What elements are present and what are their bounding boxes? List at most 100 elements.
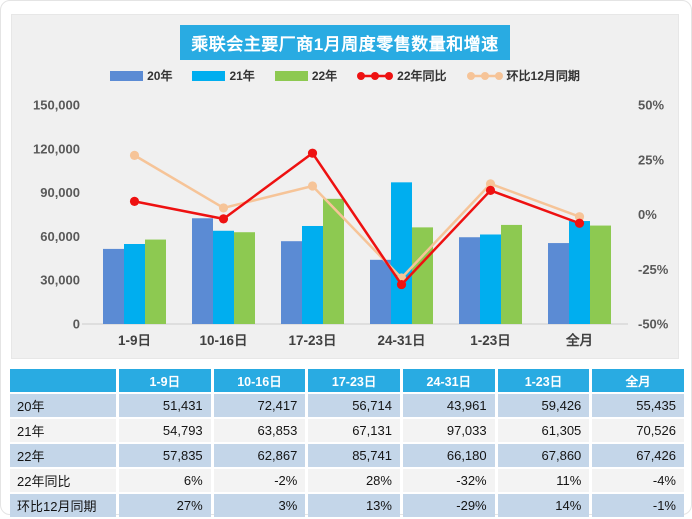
table-cell: 85,741 bbox=[308, 444, 400, 467]
point-22年同比 bbox=[218, 214, 229, 224]
table-header-cell: 1-9日 bbox=[119, 369, 211, 392]
bar-20年 bbox=[192, 218, 213, 324]
point-22年同比 bbox=[574, 218, 585, 228]
table-cell: 56,714 bbox=[308, 394, 400, 417]
bar-22年 bbox=[590, 225, 611, 324]
left-axis-tick: 90,000 bbox=[40, 185, 80, 200]
chart-panel: 150,000 120,000 90,000 60,000 30,000 0 50% 25% 0… bbox=[11, 14, 679, 359]
right-axis-tick: -25% bbox=[638, 262, 669, 277]
table-cell: 6% bbox=[119, 469, 211, 492]
table-cell: 57,835 bbox=[119, 444, 211, 467]
legend-bar-swatch-icon bbox=[192, 70, 226, 81]
left-axis-tick: 0 bbox=[73, 317, 80, 332]
table-cell: 3% bbox=[213, 494, 306, 517]
table-header-cell: 全月 bbox=[592, 369, 684, 392]
point-22年同比 bbox=[307, 148, 318, 158]
table-row: 环比12月同期 27% 3% 13% -29% 14% -1% bbox=[10, 494, 684, 517]
table-row-label: 环比12月同期 bbox=[10, 494, 116, 517]
bar-21年 bbox=[124, 244, 145, 324]
table-cell: -32% bbox=[402, 469, 495, 492]
legend-line-swatch-icon bbox=[357, 71, 394, 80]
point-环比12月同期 bbox=[218, 203, 229, 213]
table-cell: 72,417 bbox=[213, 394, 306, 417]
x-axis-category-label: 17-23日 bbox=[288, 333, 336, 348]
table-cell: 67,426 bbox=[592, 444, 684, 467]
table-cell: 63,853 bbox=[213, 419, 306, 442]
table-header-cell bbox=[10, 369, 116, 392]
chart-title: 乘联会主要厂商1月周度零售数量和增速 bbox=[12, 25, 678, 60]
table-cell: 70,526 bbox=[592, 419, 684, 442]
x-axis-category-label: 1-9日 bbox=[118, 333, 151, 348]
table-row: 22年 57,835 62,867 85,741 66,180 67,860 67,426 bbox=[10, 444, 684, 467]
bar-21年 bbox=[480, 234, 501, 324]
table-header-cell: 10-16日 bbox=[213, 369, 306, 392]
legend-label: 环比12月同期 bbox=[506, 69, 580, 83]
table-header-row: 1-9日 10-16日 17-23日 24-31日 1-23日 全月 bbox=[10, 369, 684, 392]
bar-20年 bbox=[103, 248, 124, 324]
table-row-label: 22年同比 bbox=[10, 469, 116, 492]
point-22年同比 bbox=[129, 196, 140, 206]
point-22年同比 bbox=[485, 185, 496, 196]
table-cell: 66,180 bbox=[402, 444, 495, 467]
left-axis-tick: 30,000 bbox=[40, 273, 80, 288]
table-cell: 13% bbox=[308, 494, 400, 517]
chart-title-text: 乘联会主要厂商1月周度零售数量和增速 bbox=[180, 25, 510, 60]
table-cell: -2% bbox=[213, 469, 306, 492]
legend-item: 20年 bbox=[110, 67, 172, 84]
legend-label: 21年 bbox=[229, 69, 255, 83]
legend-label: 22年 bbox=[311, 69, 338, 83]
table-cell: 14% bbox=[497, 494, 590, 517]
point-22年同比 bbox=[396, 279, 407, 290]
line-22年同比 bbox=[134, 151, 580, 287]
chart-canvas: 150,000 120,000 90,000 60,000 30,000 0 50% 25% 0… bbox=[33, 98, 669, 349]
table-row: 21年 54,793 63,853 67,131 97,033 61,305 70,526 bbox=[10, 419, 684, 442]
table-row: 20年 51,431 72,417 56,714 43,961 59,426 55,435 bbox=[10, 394, 684, 417]
x-axis-category-label: 10-16日 bbox=[199, 333, 247, 348]
bar-22年 bbox=[234, 232, 255, 324]
legend-item: 环比12月同期 bbox=[466, 67, 580, 84]
x-axis-category-label: 全月 bbox=[565, 332, 593, 348]
bar-21年 bbox=[213, 230, 234, 324]
left-axis-tick: 150,000 bbox=[33, 98, 80, 113]
legend-item: 21年 bbox=[192, 67, 255, 84]
bar-22年 bbox=[501, 224, 522, 324]
table-cell: -4% bbox=[592, 469, 684, 492]
legend-label: 22年同比 bbox=[397, 69, 447, 83]
bar-21年 bbox=[302, 225, 323, 324]
table-row-label: 22年 bbox=[10, 444, 116, 467]
table-cell: -1% bbox=[592, 494, 684, 517]
table-header-cell: 1-23日 bbox=[497, 369, 590, 392]
bar-22年 bbox=[323, 198, 344, 324]
table-cell: 28% bbox=[308, 469, 400, 492]
table-header-cell: 17-23日 bbox=[308, 369, 400, 392]
point-环比12月同期 bbox=[129, 150, 140, 160]
bar-20年 bbox=[370, 259, 391, 324]
bar-22年 bbox=[412, 227, 433, 324]
table-body: 20年 51,431 72,417 56,714 43,961 59,426 55,435 2… bbox=[10, 394, 684, 517]
data-table: 1-9日 10-16日 17-23日 24-31日 1-23日 全月 20年 51,431 7… bbox=[7, 367, 687, 519]
x-axis-category-label: 24-31日 bbox=[377, 333, 425, 348]
right-axis-tick: -50% bbox=[638, 317, 669, 332]
left-axis-tick: 120,000 bbox=[33, 141, 80, 156]
left-axis-tick: 60,000 bbox=[40, 229, 80, 244]
table-cell: 59,426 bbox=[497, 394, 590, 417]
table-header-cell: 24-31日 bbox=[402, 369, 495, 392]
bar-21年 bbox=[569, 221, 590, 324]
table-row-label: 21年 bbox=[10, 419, 116, 442]
x-axis-category-label: 1-23日 bbox=[470, 333, 511, 348]
legend-bar-swatch-icon bbox=[274, 70, 308, 81]
table-row: 22年同比 6% -2% 28% -32% 11% -4% bbox=[10, 469, 684, 492]
legend-label: 20年 bbox=[147, 69, 173, 83]
table-cell: 51,431 bbox=[119, 394, 211, 417]
right-axis-tick: 25% bbox=[638, 152, 664, 167]
table-head: 1-9日 10-16日 17-23日 24-31日 1-23日 全月 bbox=[10, 369, 684, 392]
table-cell: 62,867 bbox=[213, 444, 306, 467]
point-环比12月同期 bbox=[307, 181, 318, 191]
bar-22年 bbox=[145, 239, 166, 324]
table-cell: 61,305 bbox=[497, 419, 590, 442]
legend-line-swatch-icon bbox=[466, 71, 503, 80]
table-cell: 27% bbox=[119, 494, 211, 517]
table-cell: 97,033 bbox=[402, 419, 495, 442]
table-row-label: 20年 bbox=[10, 394, 116, 417]
